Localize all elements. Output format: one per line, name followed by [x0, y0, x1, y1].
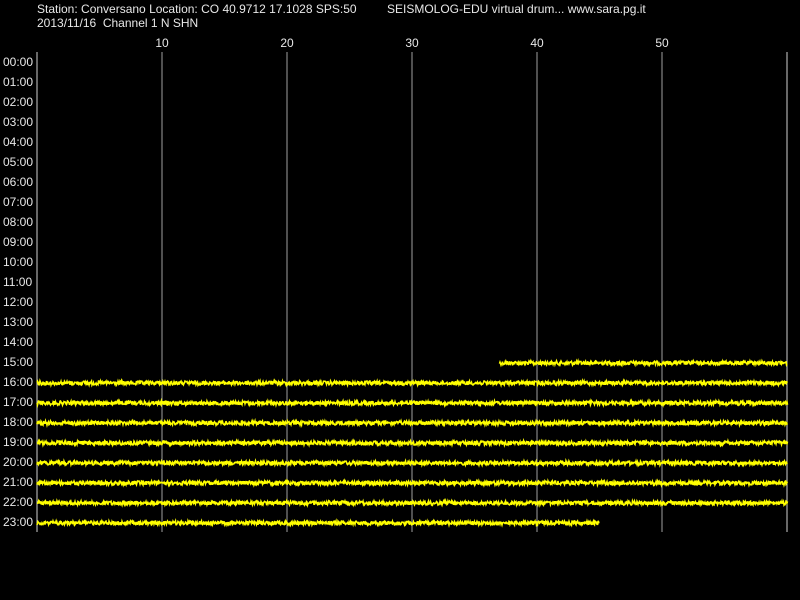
- y-tick-label: 14:00: [3, 335, 33, 349]
- y-tick-label: 13:00: [3, 315, 33, 329]
- x-tick-label: 10: [155, 36, 169, 50]
- x-tick-label: 30: [405, 36, 419, 50]
- seismic-trace: [36, 497, 789, 509]
- seismic-trace: [498, 358, 788, 368]
- seismic-trace: [36, 477, 789, 488]
- y-tick-label: 00:00: [3, 55, 33, 69]
- y-tick-label: 08:00: [3, 215, 33, 229]
- y-tick-label: 17:00: [3, 395, 33, 409]
- y-tick-label: 20:00: [3, 455, 33, 469]
- y-tick-label: 12:00: [3, 295, 33, 309]
- y-tick-label: 03:00: [3, 115, 33, 129]
- x-tick-label: 20: [280, 36, 294, 50]
- y-tick-label: 04:00: [3, 135, 33, 149]
- y-tick-label: 15:00: [3, 355, 33, 369]
- y-tick-label: 01:00: [3, 75, 33, 89]
- seismic-trace: [36, 457, 788, 469]
- y-tick-label: 19:00: [3, 435, 33, 449]
- y-tick-label: 02:00: [3, 95, 33, 109]
- x-tick-label: 50: [655, 36, 669, 50]
- y-tick-label: 21:00: [3, 475, 33, 489]
- y-tick-label: 06:00: [3, 175, 33, 189]
- x-tick-label: 40: [530, 36, 544, 50]
- y-tick-label: 23:00: [3, 515, 33, 529]
- seismic-trace: [36, 417, 788, 429]
- y-tick-label: 05:00: [3, 155, 33, 169]
- y-tick-label: 11:00: [3, 275, 32, 289]
- chart-subtitle: 2013/11/16 Channel 1 N SHN: [37, 16, 198, 30]
- y-tick-label: 09:00: [3, 235, 33, 249]
- y-tick-label: 22:00: [3, 495, 33, 509]
- annotation: SEISMOLOG-EDU virtual drum... www.sara.p…: [387, 2, 646, 16]
- seismic-trace: [36, 397, 789, 409]
- y-tick-label: 10:00: [3, 255, 33, 269]
- chart-title: Station: Conversano Location: CO 40.9712…: [37, 2, 357, 16]
- y-tick-label: 07:00: [3, 195, 33, 209]
- seismic-trace: [36, 377, 789, 389]
- seismic-trace: [36, 437, 789, 448]
- y-tick-label: 16:00: [3, 375, 33, 389]
- y-tick-label: 18:00: [3, 415, 33, 429]
- seismic-trace: [36, 517, 600, 528]
